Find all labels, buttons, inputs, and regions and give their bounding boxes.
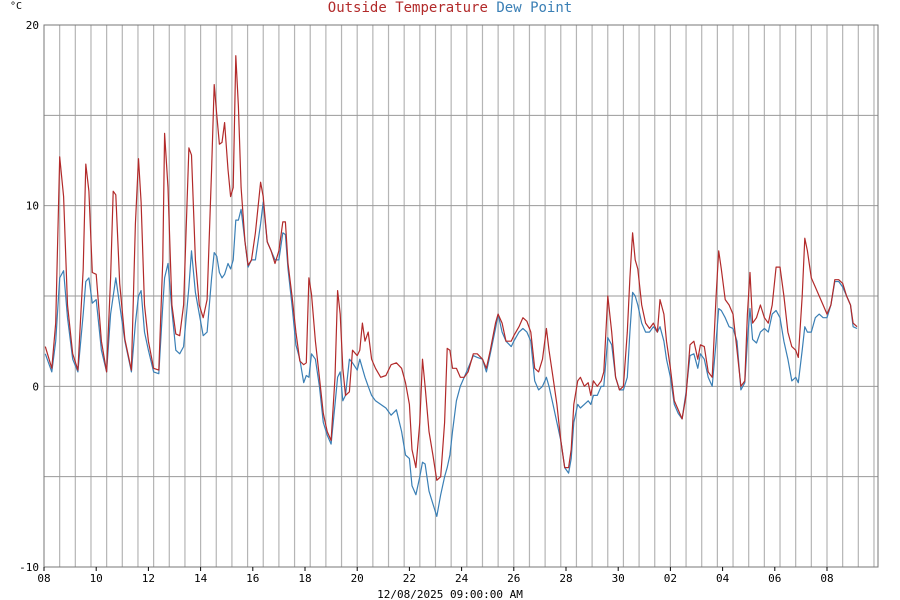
x-tick-label: 04	[716, 572, 730, 585]
x-tick-label: 08	[820, 572, 833, 585]
x-tick-label: 16	[246, 572, 259, 585]
x-tick-label: 28	[559, 572, 572, 585]
x-tick-label: 24	[455, 572, 469, 585]
x-tick-label: 26	[507, 572, 520, 585]
series-layer	[44, 55, 858, 518]
y-tick-label: 20	[26, 19, 39, 32]
title-outside-temperature: Outside Temperature	[328, 0, 488, 16]
x-tick-label: 20	[351, 572, 364, 585]
series-line-outside-temperature	[44, 55, 858, 481]
y-tick-labels: -10 0 10 20	[19, 19, 39, 574]
y-axis-unit-label: °C	[10, 1, 22, 12]
x-tick-labels: 08 10 12 14 16 18 20 22 24 26 28 30 02 04 06 08	[37, 567, 834, 585]
title-dew-point: Dew Point	[496, 0, 572, 16]
x-tick-label: 10	[90, 572, 103, 585]
x-tick-label: 08	[37, 572, 50, 585]
x-tick-label: 30	[612, 572, 625, 585]
x-tick-label: 22	[403, 572, 416, 585]
x-axis-timestamp-label: 12/08/2025 09:00:00 AM	[377, 588, 523, 600]
y-tick-label: 10	[26, 200, 39, 213]
horizontal-gridlines	[44, 114, 878, 478]
x-tick-label: 14	[194, 572, 208, 585]
chart-title: Outside Temperature Dew Point	[328, 0, 572, 16]
plot-frame	[43, 24, 879, 568]
y-tick-label: -10	[19, 561, 39, 574]
x-tick-label: 02	[664, 572, 677, 585]
x-tick-label: 18	[298, 572, 311, 585]
y-tick-label: 0	[32, 380, 39, 393]
x-tick-label: 12	[142, 572, 155, 585]
x-tick-label: 06	[768, 572, 781, 585]
series-line-dew-point	[44, 201, 858, 518]
